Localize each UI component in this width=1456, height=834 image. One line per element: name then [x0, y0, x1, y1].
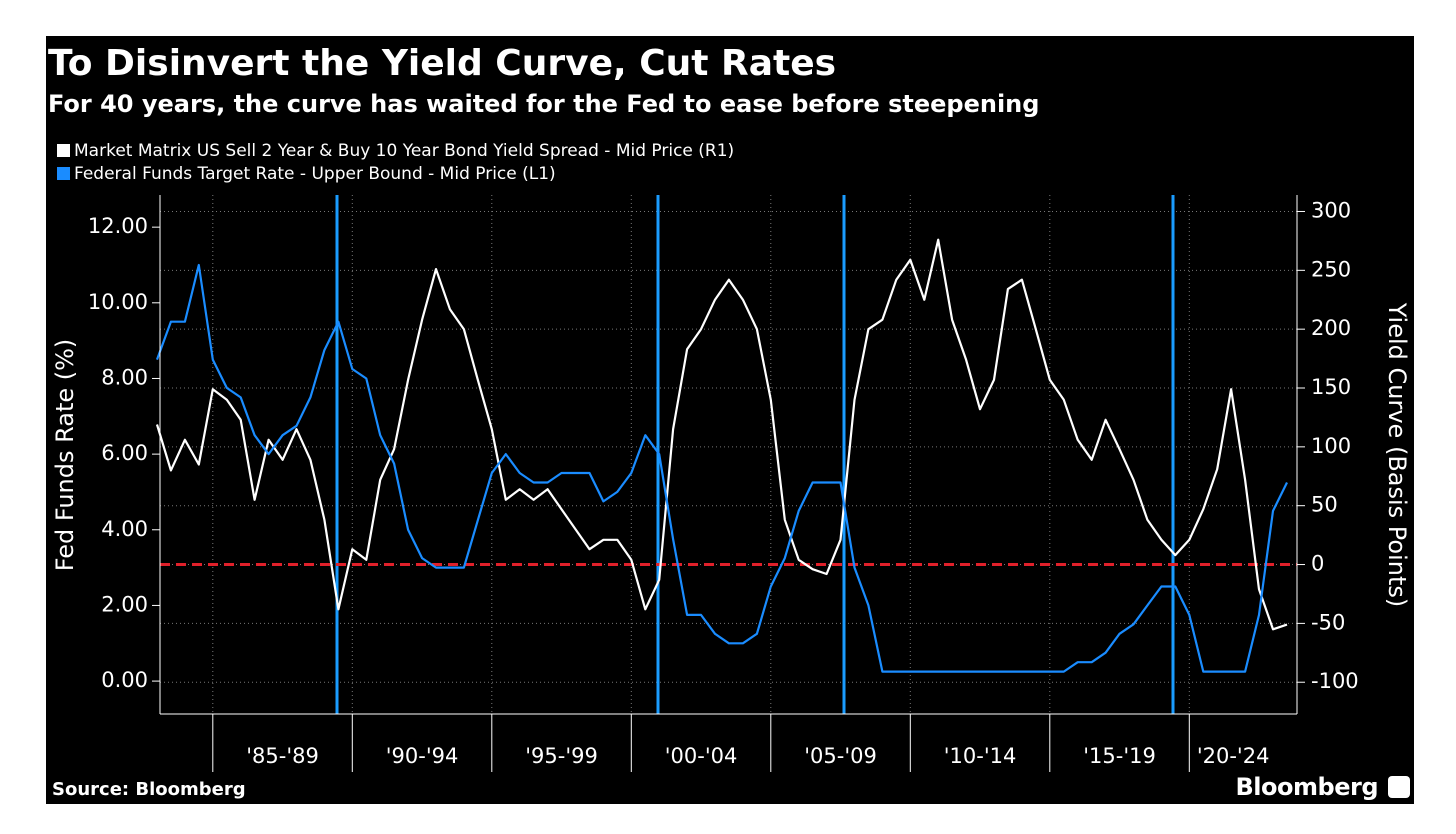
y2-tick-label: 100	[1311, 434, 1351, 458]
x-tick-label: '00-'04	[665, 744, 738, 768]
background	[46, 36, 1414, 804]
x-tick-label: '95-'99	[525, 744, 598, 768]
y2-tick-label: 150	[1311, 375, 1351, 399]
y2-tick-label: 50	[1311, 493, 1338, 517]
x-tick-label: '15-'19	[1083, 744, 1156, 768]
y2-tick-label: 0	[1311, 552, 1324, 576]
x-tick-label: '10-'14	[944, 744, 1017, 768]
plot	[155, 238, 1297, 673]
y-axis-title: Fed Funds Rate (%)	[51, 339, 79, 572]
legend-label: Federal Funds Target Rate - Upper Bound …	[74, 164, 556, 184]
x-tick-label: '20-'24	[1197, 744, 1270, 768]
y-tick-label: 0.00	[101, 668, 148, 692]
chart-subtitle: For 40 years, the curve has waited for t…	[48, 90, 1039, 118]
series-line	[155, 263, 1288, 673]
y-tick-label: 8.00	[101, 365, 148, 389]
series-line	[155, 238, 1288, 631]
brand-icon	[1388, 776, 1410, 798]
legend-swatch	[57, 144, 70, 157]
x-tick-label: '05-'09	[804, 744, 877, 768]
x-tick-label: '85-'89	[246, 744, 319, 768]
y-tick-label: 4.00	[101, 517, 148, 541]
y-tick-label: 2.00	[101, 592, 148, 616]
legend: Market Matrix US Sell 2 Year & Buy 10 Ye…	[57, 141, 734, 184]
grid	[160, 195, 1297, 714]
y-tick-label: 6.00	[101, 441, 148, 465]
y2-tick-label: -100	[1311, 669, 1359, 693]
source: Source: Bloomberg	[52, 779, 246, 800]
y2-tick-label: 200	[1311, 316, 1351, 340]
y2-tick-label: -50	[1311, 610, 1345, 634]
event-lines	[335, 195, 1175, 714]
chart-title: To Disinvert the Yield Curve, Cut Rates	[48, 43, 836, 84]
brand: Bloomberg	[1236, 773, 1378, 801]
legend-label: Market Matrix US Sell 2 Year & Buy 10 Ye…	[74, 141, 734, 161]
y-tick-label: 10.00	[88, 290, 148, 314]
y2-tick-label: 250	[1311, 257, 1351, 281]
x-tick-label: '90-'94	[386, 744, 459, 768]
y2-tick-label: 300	[1311, 198, 1351, 222]
legend-swatch	[57, 167, 70, 180]
y-tick-label: 12.00	[88, 214, 148, 238]
y2-axis-title: Yield Curve (Basis Points)	[1383, 302, 1411, 608]
